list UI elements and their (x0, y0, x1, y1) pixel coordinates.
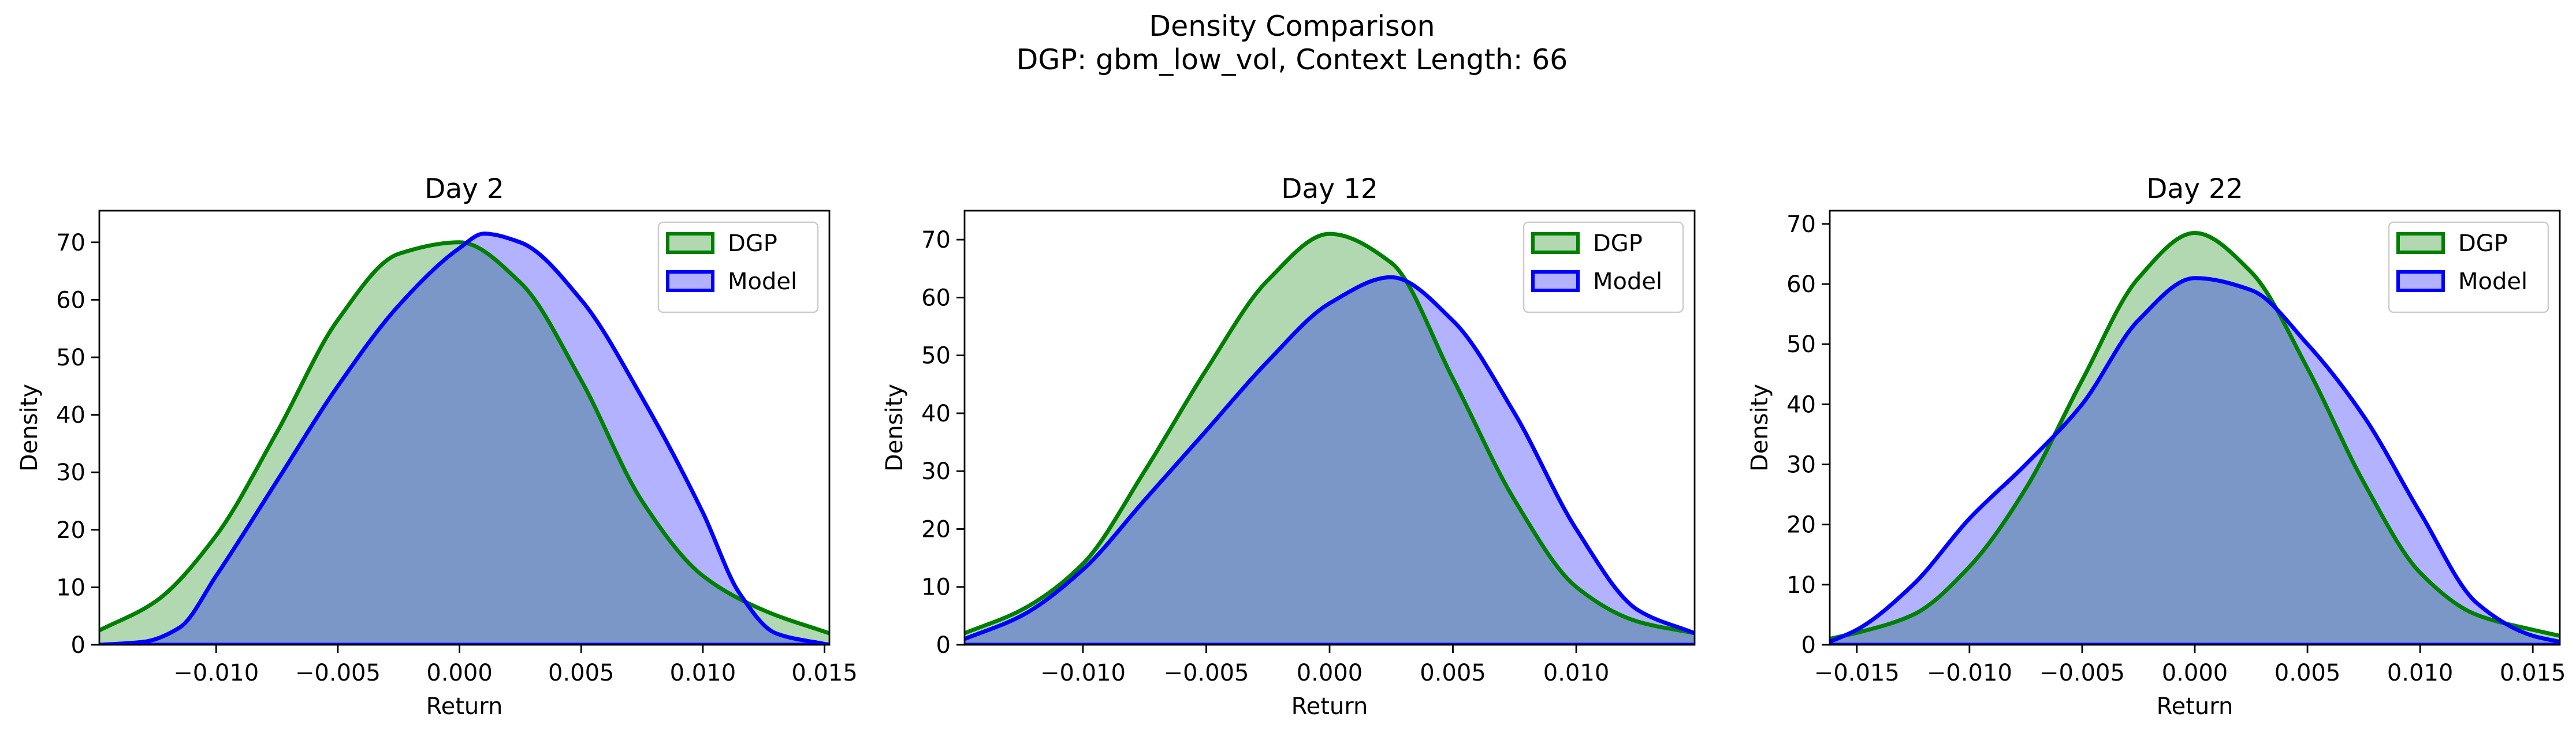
y-tick-label: 20 (56, 517, 85, 544)
x-axis-label: Return (426, 693, 503, 720)
figure-subtitle: DGP: gbm_low_vol, Context Length: 66 (1017, 43, 1568, 76)
subplot-title: Day 22 (2146, 173, 2243, 205)
legend-label-model: Model (2458, 268, 2527, 295)
y-tick-label: 60 (1786, 271, 1816, 298)
legend-swatch-dgp (666, 232, 714, 254)
legend-label-dgp: DGP (1593, 230, 1643, 257)
subplot-day-panel: −0.015 −0.010 −0.005 0.000 0.005 0.010 0.015 0 1… (1747, 173, 2566, 720)
y-tick-label: 30 (921, 458, 951, 485)
legend: DGP Model (1522, 221, 1684, 313)
axes-frame (98, 210, 831, 646)
density-overlap-fill (99, 242, 829, 645)
x-tick-label: −0.005 (2039, 660, 2125, 686)
legend-label-dgp: DGP (2458, 230, 2508, 257)
x-tick-label: 0.000 (1297, 660, 1363, 686)
density-line-dgp (965, 231, 1695, 636)
legend-swatch-dgp (2396, 232, 2445, 254)
legend-swatch-model (2396, 270, 2445, 292)
y-tick-label: 30 (1786, 452, 1816, 479)
density-line-model (99, 231, 829, 645)
x-tick-label: −0.005 (1163, 660, 1249, 686)
y-tick-label: 10 (1786, 572, 1816, 599)
y-tick-label: 40 (1786, 391, 1816, 418)
x-tick-label: 0.005 (1420, 660, 1486, 686)
density-overlap-fill (965, 277, 1695, 645)
y-tick-label: 50 (921, 343, 951, 369)
subplot-day-panel: −0.010 −0.005 0.000 0.005 0.010 0 10 20 30 40 50 60… (881, 173, 1696, 720)
y-axis-label: Density (16, 384, 43, 472)
x-tick-label: −0.010 (1040, 660, 1126, 686)
y-tick-label: 50 (1786, 331, 1816, 358)
x-tick-label: 0.000 (426, 660, 493, 686)
y-tick-label: 40 (921, 401, 951, 427)
y-tick-label: 70 (921, 227, 951, 253)
x-tick-label: 0.015 (2500, 660, 2566, 686)
plot-area (1830, 231, 2560, 645)
x-tick-label: 0.010 (2387, 660, 2454, 686)
legend-swatch-model (666, 270, 714, 292)
x-tick-label: −0.015 (1814, 660, 1900, 686)
plot-area (99, 231, 829, 645)
y-tick-label: 30 (56, 459, 85, 486)
density-line-dgp (99, 240, 829, 636)
x-tick-label: −0.010 (173, 660, 259, 686)
y-tick-label: 70 (1786, 211, 1816, 238)
subplot-title: Day 2 (425, 173, 504, 205)
legend-label-model: Model (728, 268, 797, 295)
legend-swatch-model (1531, 270, 1580, 292)
x-tick-label: 0.010 (670, 660, 736, 686)
y-tick-label: 0 (1801, 632, 1816, 659)
subplot-day-panel: −0.010 −0.005 0.000 0.005 0.010 0.015 0 10 20 30 4… (16, 173, 858, 720)
density-overlap-fill (1830, 278, 2560, 645)
x-tick-label: 0.015 (791, 660, 858, 686)
y-tick-label: 0 (936, 632, 951, 659)
legend-swatch-dgp (1531, 232, 1580, 254)
figure-title: Density Comparison (1149, 10, 1435, 43)
x-tick-label: 0.000 (2162, 660, 2228, 686)
y-axis-label: Density (881, 384, 908, 472)
legend: DGP Model (2388, 221, 2549, 313)
legend-label-dgp: DGP (728, 230, 777, 257)
y-tick-label: 0 (71, 632, 85, 659)
subplot-title: Day 12 (1281, 173, 1378, 205)
y-tick-label: 40 (56, 402, 85, 429)
y-tick-label: 50 (56, 345, 85, 371)
y-tick-label: 10 (921, 574, 951, 601)
y-tick-label: 60 (921, 285, 951, 311)
y-tick-label: 20 (921, 516, 951, 543)
x-tick-label: −0.010 (1927, 660, 2012, 686)
subplot-panels: −0.010 −0.005 0.000 0.005 0.010 0.015 0 10 20 30 4… (16, 173, 2566, 720)
legend: DGP Model (657, 221, 819, 313)
y-tick-label: 60 (56, 287, 85, 313)
plot-area (965, 231, 1695, 645)
x-tick-label: 0.005 (2275, 660, 2341, 686)
legend-label-model: Model (1593, 268, 1662, 295)
x-axis-label: Return (2157, 693, 2233, 720)
y-tick-label: 20 (1786, 512, 1816, 539)
y-axis-label: Density (1747, 384, 1773, 472)
y-tick-label: 10 (56, 574, 85, 601)
density-line-dgp (1830, 231, 2560, 641)
x-tick-label: −0.005 (295, 660, 381, 686)
x-tick-label: 0.010 (1543, 660, 1610, 686)
x-tick-label: 0.005 (548, 660, 615, 686)
x-axis-label: Return (1291, 693, 1368, 720)
density-line-model (965, 275, 1695, 641)
y-tick-label: 70 (56, 230, 85, 256)
density-line-model (1830, 276, 2560, 644)
